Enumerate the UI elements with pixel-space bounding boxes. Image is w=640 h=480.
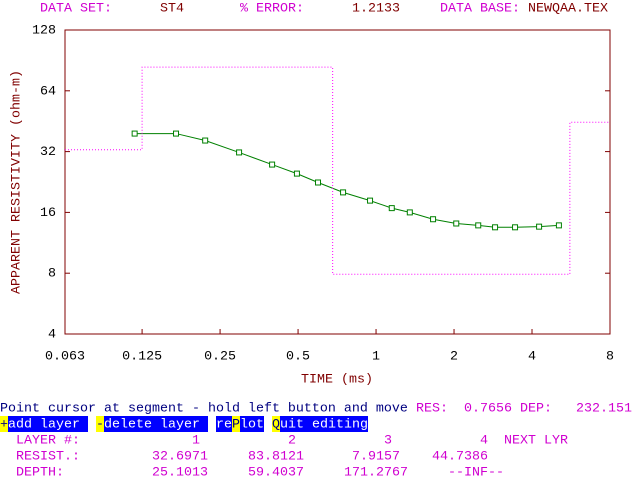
data-point bbox=[430, 216, 437, 223]
cell: 44.7386 bbox=[432, 450, 488, 465]
cell: 83.8121 bbox=[248, 450, 304, 465]
menu-key[interactable]: + bbox=[0, 418, 8, 433]
cell: 59.4037 bbox=[248, 466, 304, 480]
cell: 1 bbox=[192, 434, 200, 449]
y-axis-label: APPARENT RESISTIVITY (ohm-m) bbox=[10, 70, 25, 294]
row-label: RESIST.: bbox=[16, 450, 80, 465]
y-tick-label: 8 bbox=[48, 267, 56, 282]
data-point bbox=[453, 220, 460, 227]
menu-bg bbox=[240, 416, 264, 432]
data-point bbox=[315, 179, 322, 186]
cell: 7.9157 bbox=[352, 450, 400, 465]
key-bg bbox=[96, 416, 104, 432]
cell: 2 bbox=[288, 434, 296, 449]
cell: 25.1013 bbox=[152, 466, 208, 480]
y-tick-label: 32 bbox=[40, 145, 56, 160]
data-point bbox=[492, 224, 499, 231]
plot-frame bbox=[64, 29, 611, 335]
data-point bbox=[388, 205, 395, 212]
label: DATA BASE: bbox=[440, 2, 520, 17]
key-bg bbox=[272, 416, 280, 432]
x-tick-label: 0.063 bbox=[45, 350, 85, 365]
value: NEWQAA.TEX bbox=[528, 2, 608, 17]
value: 0.7656 bbox=[464, 402, 512, 417]
menu-item[interactable]: uit editing bbox=[280, 418, 368, 433]
row-label: DEPTH: bbox=[16, 466, 64, 480]
menu-item[interactable]: re bbox=[216, 418, 232, 433]
value: 232.151 bbox=[576, 402, 632, 417]
y-tick-label: 128 bbox=[32, 24, 56, 39]
value: ST4 bbox=[160, 2, 184, 17]
menu-item[interactable]: add layer bbox=[8, 418, 80, 433]
data-point bbox=[367, 197, 374, 204]
data-point bbox=[269, 161, 276, 168]
cell: 4 bbox=[480, 434, 488, 449]
x-tick-label: 1 bbox=[372, 350, 380, 365]
data-point bbox=[406, 209, 413, 216]
x-tick-label: 0.25 bbox=[204, 350, 236, 365]
data-line bbox=[134, 133, 559, 228]
menu-bg bbox=[280, 416, 368, 432]
cell: 3 bbox=[384, 434, 392, 449]
menu-bg bbox=[216, 416, 232, 432]
cell: --INF-- bbox=[448, 466, 504, 480]
data-point bbox=[173, 130, 180, 137]
data-point bbox=[475, 222, 482, 229]
x-axis-label: TIME (ms) bbox=[301, 373, 373, 388]
x-tick-label: 4 bbox=[528, 350, 536, 365]
data-point bbox=[202, 137, 209, 144]
label: DATA SET: bbox=[40, 2, 112, 17]
status-text: Point cursor at segment - hold left butt… bbox=[0, 402, 408, 417]
data-point bbox=[555, 222, 562, 229]
cell: 32.6971 bbox=[152, 450, 208, 465]
menu-item[interactable]: delete layer bbox=[104, 418, 200, 433]
menu-key[interactable]: Q bbox=[272, 418, 280, 433]
x-tick-label: 0.5 bbox=[286, 350, 310, 365]
data-point bbox=[512, 224, 519, 231]
menu-bg bbox=[8, 416, 88, 432]
data-point bbox=[293, 170, 300, 177]
y-tick-label: 4 bbox=[48, 328, 56, 343]
data-point bbox=[340, 189, 347, 196]
data-point bbox=[131, 130, 138, 137]
x-tick-label: 0.125 bbox=[122, 350, 162, 365]
data-point bbox=[536, 223, 543, 230]
menu-key[interactable]: P bbox=[232, 418, 240, 433]
row-label: LAYER #: bbox=[16, 434, 80, 449]
label: RES: bbox=[416, 402, 448, 417]
cell: 171.2767 bbox=[344, 466, 408, 480]
y-tick-label: 16 bbox=[40, 206, 56, 221]
menu-bg bbox=[104, 416, 208, 432]
y-tick-label: 64 bbox=[40, 84, 56, 99]
label: % ERROR: bbox=[240, 2, 304, 17]
x-tick-label: 8 bbox=[606, 350, 614, 365]
menu-key[interactable]: - bbox=[96, 418, 104, 433]
label: DEP: bbox=[520, 402, 552, 417]
data-point bbox=[236, 149, 243, 156]
x-tick-label: 2 bbox=[450, 350, 458, 365]
value: 1.2133 bbox=[352, 2, 400, 17]
key-bg bbox=[232, 416, 240, 432]
cell: NEXT LYR bbox=[504, 434, 568, 449]
menu-item[interactable]: lot bbox=[240, 418, 264, 433]
key-bg bbox=[0, 416, 8, 432]
model-line bbox=[65, 66, 610, 275]
